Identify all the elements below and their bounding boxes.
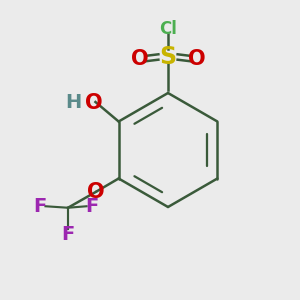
Text: S: S	[159, 45, 177, 69]
Text: Cl: Cl	[159, 20, 177, 38]
Text: O: O	[85, 93, 103, 112]
Text: F: F	[61, 225, 75, 244]
Text: O: O	[131, 49, 148, 68]
Text: O: O	[188, 49, 205, 68]
Text: F: F	[33, 197, 47, 216]
Text: F: F	[85, 197, 99, 216]
Text: O: O	[87, 182, 104, 202]
Text: H: H	[65, 93, 81, 112]
